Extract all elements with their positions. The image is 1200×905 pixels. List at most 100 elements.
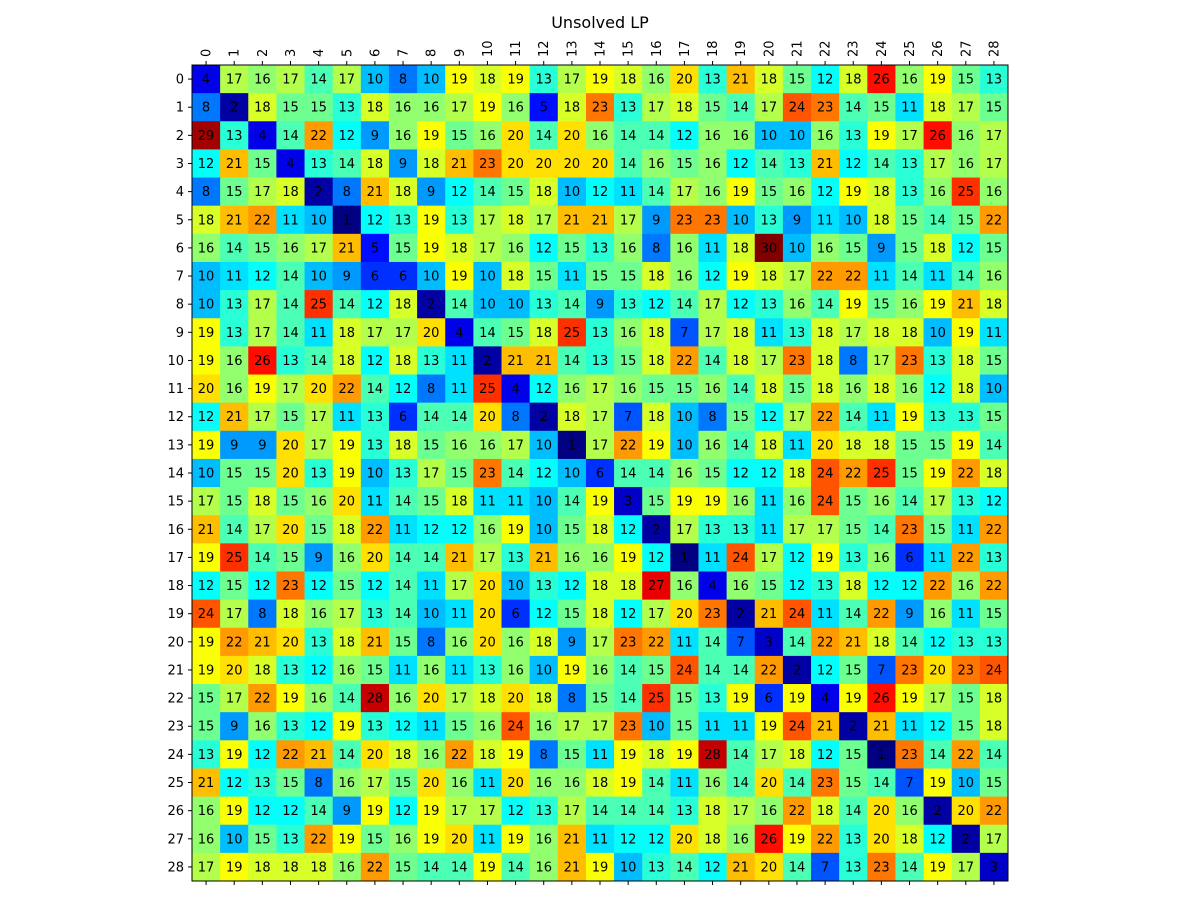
heatmap-cell [839, 233, 868, 263]
heatmap-cell [698, 543, 728, 572]
heatmap-cell [445, 768, 474, 797]
heatmap-cell [332, 233, 362, 263]
heatmap-cell [614, 458, 643, 488]
cell-value-label: 15 [367, 663, 384, 678]
heatmap-cell [304, 261, 334, 291]
heatmap-cell [642, 740, 671, 769]
heatmap-cell [867, 487, 896, 516]
cell-value-label: 10 [507, 298, 524, 313]
cell-value-label: 4 [821, 692, 829, 707]
heatmap-cell [445, 712, 474, 741]
heatmap-cell [811, 93, 840, 122]
cell-value-label: 12 [535, 467, 552, 482]
heatmap-cell [360, 290, 390, 319]
heatmap-cell [754, 458, 784, 488]
cell-value-label: 12 [282, 804, 299, 819]
cell-value-label: 14 [620, 692, 637, 707]
cell-value-label: 20 [564, 157, 581, 172]
cell-value-label: 21 [564, 213, 581, 228]
cell-value-label: 17 [254, 523, 271, 538]
cell-value-label: 11 [676, 776, 693, 791]
heatmap-cell [388, 515, 418, 544]
cell-value-label: 15 [901, 467, 918, 482]
cell-value-label: 20 [423, 692, 440, 707]
cell-value-label: 11 [986, 326, 1003, 341]
cell-value-label: 12 [395, 804, 412, 819]
heatmap-cell [698, 65, 728, 94]
heatmap-cell [895, 655, 924, 685]
heatmap-cell [585, 768, 615, 797]
cell-value-label: 11 [958, 607, 975, 622]
cell-value-label: 15 [198, 692, 215, 707]
heatmap-cell [670, 458, 699, 488]
heatmap-cell [473, 430, 502, 460]
heatmap-cell [360, 93, 390, 122]
heatmap-cell [782, 627, 812, 657]
heatmap-cell [473, 571, 502, 601]
cell-value-label: 14 [901, 495, 918, 510]
heatmap-cell [811, 402, 840, 432]
cell-value-label: 15 [592, 270, 609, 285]
heatmap-cell [726, 515, 756, 544]
cell-value-label: 16 [732, 579, 749, 594]
cell-value-label: 11 [451, 663, 468, 678]
cell-value-label: 13 [845, 129, 862, 144]
cell-value-label: 14 [620, 129, 637, 144]
cell-value-label: 17 [310, 410, 327, 425]
cell-value-label: 16 [958, 129, 975, 144]
heatmap-cell [754, 712, 784, 741]
cell-value-label: 23 [817, 776, 834, 791]
cell-value-label: 15 [226, 579, 243, 594]
heatmap-cell [811, 318, 840, 347]
heatmap-cell [754, 515, 784, 544]
heatmap-cell [445, 318, 474, 347]
heatmap-cell [895, 261, 924, 291]
heatmap-cell [811, 374, 840, 404]
cell-value-label: 6 [596, 467, 604, 482]
cell-value-label: 10 [761, 129, 778, 144]
heatmap-cell [445, 205, 474, 235]
heatmap-cell [811, 515, 840, 544]
cell-value-label: 15 [845, 241, 862, 256]
heatmap-cell [782, 205, 812, 235]
heatmap-cell [642, 487, 671, 516]
cell-value-label: 16 [479, 438, 496, 453]
cell-value-label: 17 [789, 410, 806, 425]
cell-value-label: 15 [395, 860, 412, 875]
cell-value-label: 20 [958, 804, 975, 819]
cell-value-label: 13 [592, 354, 609, 369]
heatmap-cell [388, 740, 418, 769]
heatmap-cell [276, 149, 305, 178]
heatmap-cell [923, 740, 953, 769]
cell-value-label: 8 [343, 185, 351, 200]
cell-value-label: 20 [479, 579, 496, 594]
cell-value-label: 17 [761, 354, 778, 369]
cell-value-label: 30 [761, 241, 778, 256]
heatmap-cell [614, 318, 643, 347]
heatmap-cell [276, 205, 305, 235]
heatmap-cell [332, 852, 362, 882]
cell-value-label: 22 [367, 860, 384, 875]
cell-value-label: 12 [732, 298, 749, 313]
heatmap-cell [388, 852, 418, 882]
heatmap-cell [332, 796, 362, 826]
cell-value-label: 16 [620, 326, 637, 341]
heatmap-cell [473, 655, 502, 685]
cell-value-label: 15 [564, 748, 581, 763]
y-tick-label: 25 [167, 776, 184, 791]
heatmap-cell [276, 655, 305, 685]
heatmap-cell [811, 824, 840, 854]
heatmap-cell [782, 515, 812, 544]
heatmap-cell [951, 768, 981, 797]
cell-value-label: 21 [958, 298, 975, 313]
heatmap-cell [417, 487, 446, 516]
cell-value-label: 20 [761, 776, 778, 791]
heatmap-cell [557, 740, 587, 769]
y-tick-label: 10 [167, 354, 184, 369]
x-tick-label: 12 [537, 40, 552, 57]
cell-value-label: 17 [986, 157, 1003, 172]
heatmap-cell [529, 290, 559, 319]
cell-value-label: 22 [254, 213, 271, 228]
cell-value-label: 11 [817, 607, 834, 622]
cell-value-label: 16 [198, 832, 215, 847]
